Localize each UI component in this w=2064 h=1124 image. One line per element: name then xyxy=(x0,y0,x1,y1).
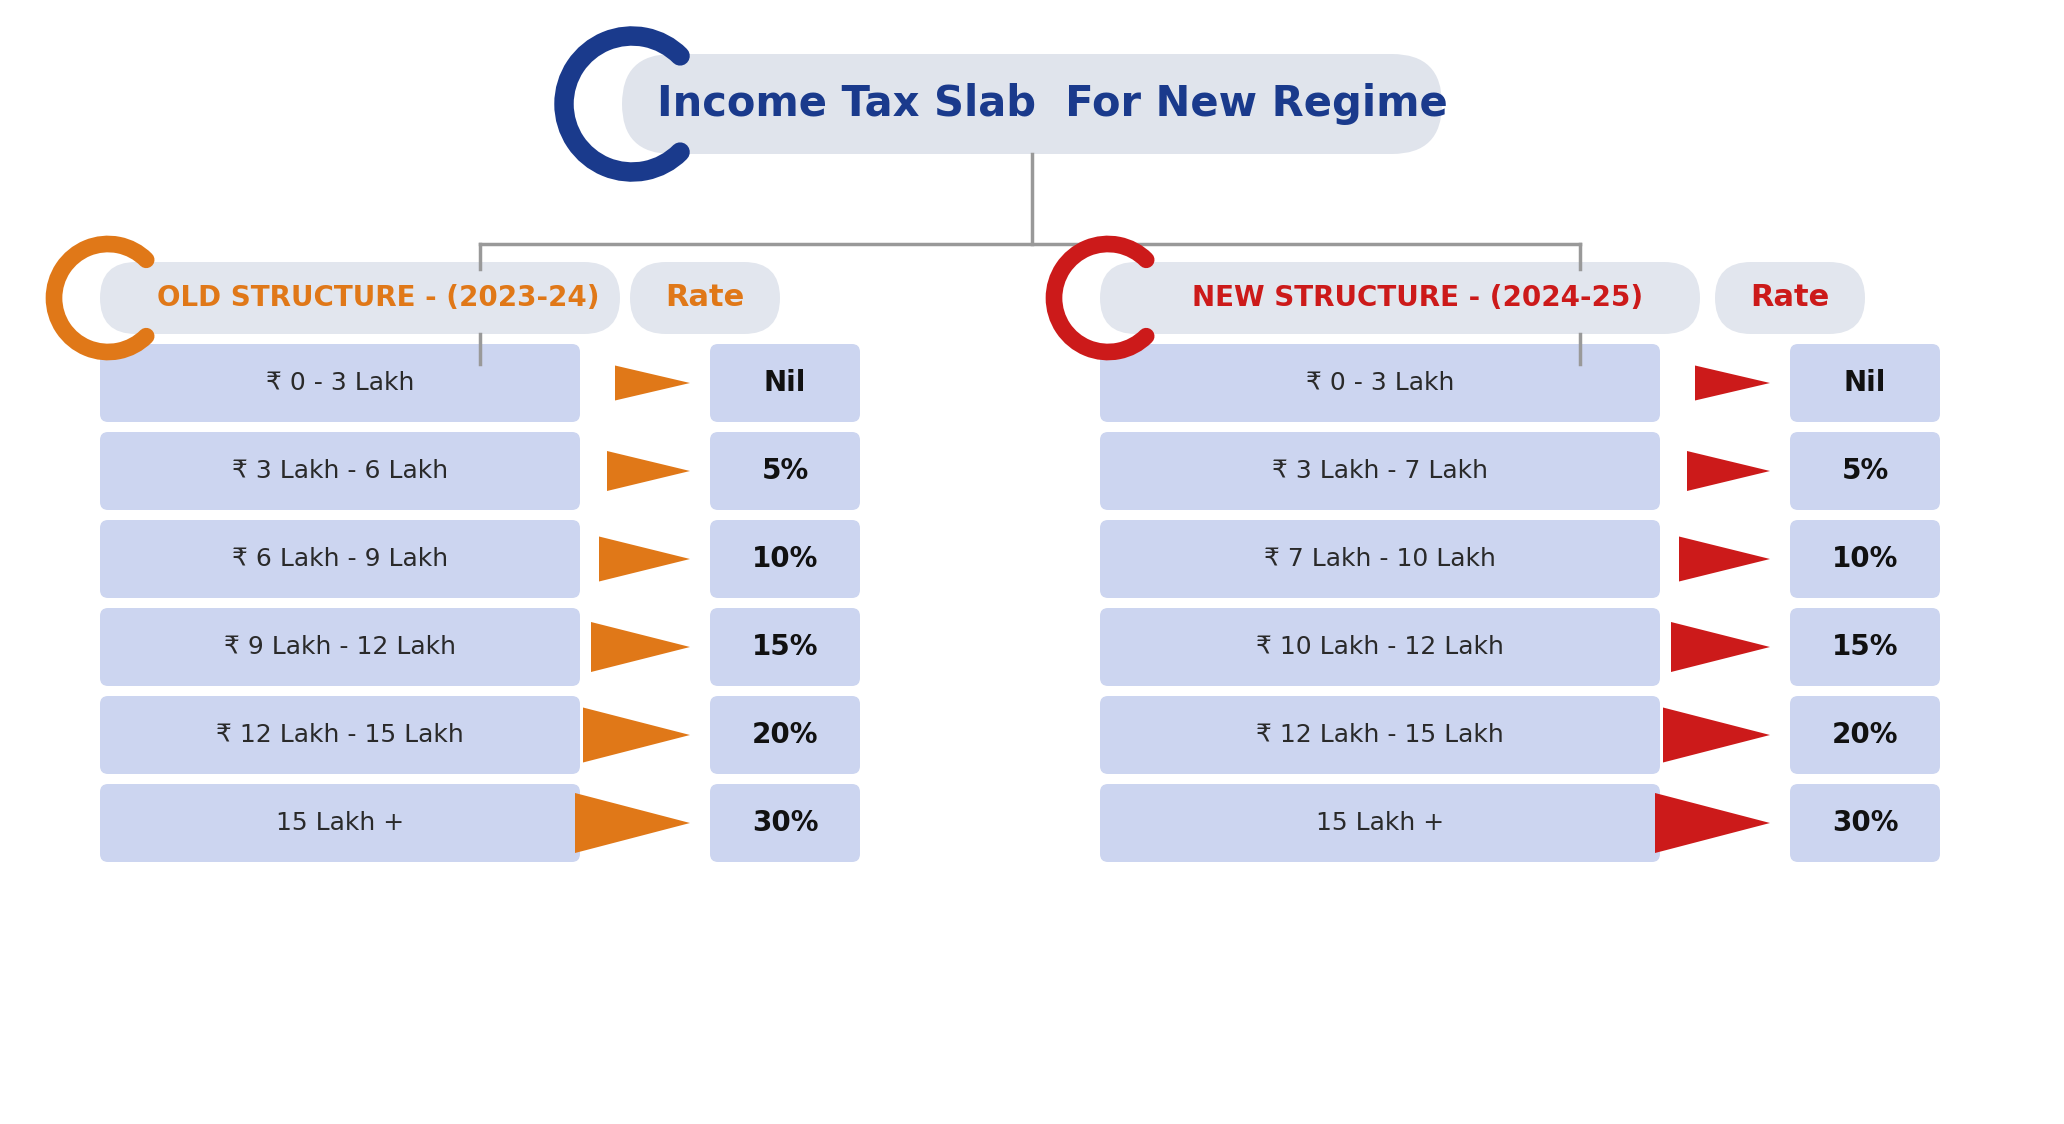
FancyBboxPatch shape xyxy=(99,608,580,686)
FancyBboxPatch shape xyxy=(99,262,619,334)
Text: 15%: 15% xyxy=(751,633,817,661)
Polygon shape xyxy=(607,451,689,491)
Text: ₹ 7 Lakh - 10 Lakh: ₹ 7 Lakh - 10 Lakh xyxy=(1263,547,1496,571)
FancyBboxPatch shape xyxy=(621,54,1443,154)
FancyBboxPatch shape xyxy=(1100,262,1701,334)
FancyBboxPatch shape xyxy=(710,520,861,598)
Text: ₹ 0 - 3 Lakh: ₹ 0 - 3 Lakh xyxy=(266,371,415,395)
FancyBboxPatch shape xyxy=(1789,696,1940,774)
FancyBboxPatch shape xyxy=(1715,262,1866,334)
Text: 30%: 30% xyxy=(1831,809,1899,837)
Polygon shape xyxy=(1695,365,1771,400)
Text: Nil: Nil xyxy=(764,369,807,397)
Text: ₹ 0 - 3 Lakh: ₹ 0 - 3 Lakh xyxy=(1307,371,1455,395)
Text: Rate: Rate xyxy=(1750,283,1829,312)
FancyBboxPatch shape xyxy=(1100,520,1659,598)
Text: ₹ 12 Lakh - 15 Lakh: ₹ 12 Lakh - 15 Lakh xyxy=(1257,723,1505,747)
Text: ₹ 12 Lakh - 15 Lakh: ₹ 12 Lakh - 15 Lakh xyxy=(217,723,464,747)
FancyBboxPatch shape xyxy=(1100,344,1659,422)
FancyBboxPatch shape xyxy=(1789,344,1940,422)
FancyBboxPatch shape xyxy=(99,696,580,774)
Text: OLD STRUCTURE - (2023-24): OLD STRUCTURE - (2023-24) xyxy=(157,284,599,312)
Text: 15 Lakh +: 15 Lakh + xyxy=(277,812,405,835)
Text: Nil: Nil xyxy=(1843,369,1886,397)
FancyBboxPatch shape xyxy=(630,262,780,334)
FancyBboxPatch shape xyxy=(99,785,580,862)
FancyBboxPatch shape xyxy=(1789,432,1940,510)
Text: 5%: 5% xyxy=(762,457,809,484)
Text: Rate: Rate xyxy=(665,283,745,312)
FancyBboxPatch shape xyxy=(1789,520,1940,598)
FancyBboxPatch shape xyxy=(710,785,861,862)
FancyBboxPatch shape xyxy=(710,608,861,686)
Text: 15%: 15% xyxy=(1831,633,1899,661)
Text: 15 Lakh +: 15 Lakh + xyxy=(1317,812,1445,835)
Text: NEW STRUCTURE - (2024-25): NEW STRUCTURE - (2024-25) xyxy=(1193,284,1643,312)
Text: 20%: 20% xyxy=(1831,720,1899,749)
Text: 20%: 20% xyxy=(751,720,817,749)
FancyBboxPatch shape xyxy=(710,696,861,774)
Polygon shape xyxy=(590,622,689,672)
Polygon shape xyxy=(576,794,689,853)
Text: 10%: 10% xyxy=(1833,545,1899,573)
FancyBboxPatch shape xyxy=(99,432,580,510)
Text: Income Tax Slab  For New Regime: Income Tax Slab For New Regime xyxy=(656,83,1447,125)
Text: ₹ 9 Lakh - 12 Lakh: ₹ 9 Lakh - 12 Lakh xyxy=(225,635,456,659)
Text: 5%: 5% xyxy=(1841,457,1889,484)
Text: 10%: 10% xyxy=(751,545,817,573)
FancyBboxPatch shape xyxy=(710,432,861,510)
Text: ₹ 6 Lakh - 9 Lakh: ₹ 6 Lakh - 9 Lakh xyxy=(231,547,448,571)
Polygon shape xyxy=(615,365,689,400)
Polygon shape xyxy=(1686,451,1771,491)
Text: ₹ 10 Lakh - 12 Lakh: ₹ 10 Lakh - 12 Lakh xyxy=(1257,635,1505,659)
Polygon shape xyxy=(582,707,689,762)
FancyBboxPatch shape xyxy=(1100,696,1659,774)
Polygon shape xyxy=(1664,707,1771,762)
FancyBboxPatch shape xyxy=(710,344,861,422)
FancyBboxPatch shape xyxy=(1100,432,1659,510)
Polygon shape xyxy=(599,536,689,581)
Text: 30%: 30% xyxy=(751,809,817,837)
FancyBboxPatch shape xyxy=(1789,785,1940,862)
FancyBboxPatch shape xyxy=(1789,608,1940,686)
Polygon shape xyxy=(1678,536,1771,581)
FancyBboxPatch shape xyxy=(1100,785,1659,862)
Text: ₹ 3 Lakh - 7 Lakh: ₹ 3 Lakh - 7 Lakh xyxy=(1271,459,1488,483)
FancyBboxPatch shape xyxy=(99,344,580,422)
FancyBboxPatch shape xyxy=(1100,608,1659,686)
Polygon shape xyxy=(1655,794,1771,853)
Polygon shape xyxy=(1672,622,1771,672)
FancyBboxPatch shape xyxy=(99,520,580,598)
Text: ₹ 3 Lakh - 6 Lakh: ₹ 3 Lakh - 6 Lakh xyxy=(231,459,448,483)
